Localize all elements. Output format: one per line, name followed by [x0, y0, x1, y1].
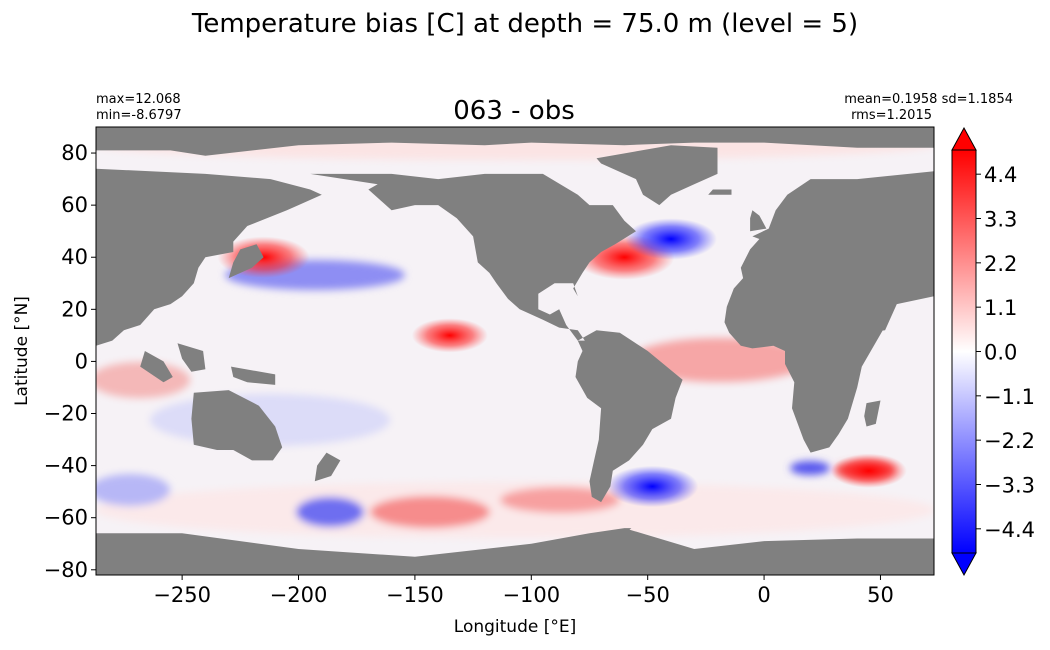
bias-features	[217, 218, 907, 508]
stat-mean-sd: mean=0.1958 sd=1.1854	[844, 92, 1013, 107]
colorbar-body	[951, 149, 977, 554]
x-axis: −250 −200 −150 −100 −50 0 50	[153, 575, 894, 607]
stat-rms: rms=1.2015	[851, 108, 932, 123]
equatorial-indian	[96, 362, 190, 398]
south-atlantic	[630, 338, 810, 382]
x-tick-label: −50	[626, 583, 670, 607]
y-tick-label: 20	[61, 297, 88, 321]
y-tick-label: −60	[44, 506, 88, 530]
antarctic-band	[96, 482, 934, 538]
colorbar-tick-label: 4.4	[984, 163, 1017, 187]
colorbar-tick-label: 2.2	[984, 252, 1017, 276]
y-axis-label: Latitude [°N]	[12, 296, 32, 406]
land-mask	[96, 127, 934, 575]
x-tick-label: −250	[153, 583, 211, 607]
y-tick-label: 40	[61, 245, 88, 269]
agulhas-blue	[790, 461, 830, 475]
colorbar-tick-label: 3.3	[984, 208, 1017, 232]
x-axis-label: Longitude [°E]	[454, 617, 576, 637]
colorbar-extend-max	[951, 126, 977, 151]
colorbar-tick-label: 0.0	[984, 341, 1017, 365]
y-tick-label: −40	[44, 454, 88, 478]
map-plot-area	[96, 127, 934, 575]
x-tick-label: −100	[502, 583, 560, 607]
colorbar-tick-label: −1.1	[984, 385, 1035, 409]
colorbar-ticks: 4.4 3.3 2.2 1.1 0.0 −1.1 −2.2 −3.3 −4.4	[976, 163, 1035, 542]
bias-feature	[411, 318, 488, 353]
y-axis: 80 60 40 20 0 −20 −40 −60 −80	[44, 141, 96, 582]
y-tick-label: 80	[61, 141, 88, 165]
southern-blue-a	[296, 497, 364, 527]
colorbar: 4.4 3.3 2.2 1.1 0.0 −1.1 −2.2 −3.3 −4.4	[951, 126, 1035, 577]
colorbar-tick-label: −2.2	[984, 429, 1035, 453]
colorbar-tick-label: 1.1	[984, 296, 1017, 320]
colorbar-tick-label: −3.3	[984, 473, 1035, 497]
southern-red-b	[500, 487, 620, 513]
y-tick-label: −20	[44, 402, 88, 426]
figure-suptitle: Temperature bias [C] at depth = 75.0 m (…	[191, 9, 858, 39]
colorbar-extend-min	[951, 552, 977, 577]
y-tick-label: 0	[75, 349, 88, 373]
x-tick-label: 50	[867, 583, 894, 607]
y-tick-label: −80	[44, 558, 88, 582]
bias-feature	[606, 465, 699, 508]
indian-south	[96, 474, 170, 506]
stat-max: max=12.068	[96, 92, 181, 107]
x-tick-label: −150	[386, 583, 444, 607]
axes-frame	[95, 126, 935, 576]
stat-min: min=-8.6797	[96, 108, 182, 123]
x-tick-label: −200	[270, 583, 328, 607]
bias-feature	[830, 453, 907, 488]
y-tick-label: 60	[61, 193, 88, 217]
panel-title: 063 - obs	[453, 96, 575, 126]
bias-feature	[624, 218, 717, 260]
colorbar-tick-label: −4.4	[984, 518, 1035, 542]
x-tick-label: 0	[757, 583, 770, 607]
southern-red-a	[370, 496, 490, 528]
